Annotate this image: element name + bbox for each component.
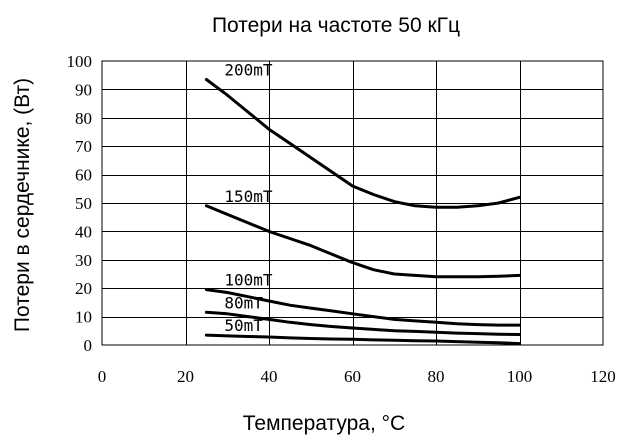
series-line-200mT [204,78,521,209]
x-tick-label-60: 60 [344,367,361,386]
series-line-150mT [204,204,521,279]
y-tick-label-90: 90 [75,80,92,99]
y-tick-label-50: 50 [75,194,92,213]
x-axis-label: Температура, °С [243,412,405,435]
series-label-150mT: 150mT [224,187,273,206]
y-tick-label-100: 100 [67,52,93,71]
grid [102,61,603,345]
y-tick-label-10: 10 [75,308,92,327]
series-line-80mT [204,310,521,336]
x-tick-label-120: 120 [590,367,616,386]
x-tick-label-100: 100 [507,367,533,386]
series-group [204,78,521,346]
series-label-100mT: 100mT [224,271,273,290]
x-tick-label-80: 80 [428,367,445,386]
y-axis-ticks: 0 10 20 30 40 50 60 70 80 90 100 [67,52,93,355]
x-tick-label-0: 0 [98,367,107,386]
series-label-50mT: 50mT [224,316,263,335]
chart-title: Потери на частоте 50 кГц [212,14,460,37]
y-tick-label-80: 80 [75,109,92,128]
series-line-50mT [204,333,521,346]
y-tick-label-40: 40 [75,222,92,241]
series-line-100mT [204,288,521,327]
series-label-80mT: 80mT [224,293,263,312]
series-labels: 200mT 150mT 100mT 80mT 50mT [224,60,273,335]
y-tick-label-70: 70 [75,137,92,156]
y-tick-label-30: 30 [75,251,92,270]
series-label-200mT: 200mT [224,60,273,79]
y-axis-label: Потери в сердечнике, (Вт) [11,78,34,332]
y-tick-label-60: 60 [75,166,92,185]
x-tick-label-40: 40 [261,367,278,386]
y-tick-label-20: 20 [75,279,92,298]
x-axis-ticks: 0 20 40 60 80 100 120 [98,367,616,386]
y-tick-label-0: 0 [84,336,93,355]
plot-area [101,60,604,346]
x-tick-label-20: 20 [177,367,194,386]
